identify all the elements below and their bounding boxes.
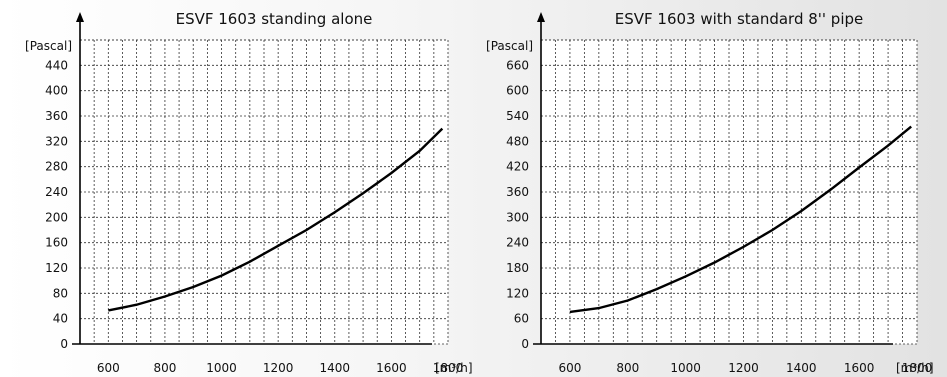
y-axis-label: [Pascal] (486, 39, 533, 53)
x-tick-label: 1600 (376, 361, 407, 375)
y-tick-label: 360 (506, 185, 529, 199)
pressure-curve-series-0 (569, 125, 912, 314)
y-tick-label: 60 (514, 312, 529, 326)
x-tick-label: 600 (558, 361, 581, 375)
x-tick-label: 800 (153, 361, 176, 375)
y-tick-label: 120 (45, 261, 68, 275)
pressure-curve-series-0 (108, 127, 444, 312)
x-tick-label: 600 (97, 361, 120, 375)
x-tick-label: 1800 (433, 361, 464, 375)
y-tick-label: 400 (45, 84, 68, 98)
y-axis-label: [Pascal] (25, 39, 72, 53)
y-tick-label: 660 (506, 58, 529, 72)
y-tick-label: 40 (53, 312, 68, 326)
x-tick-label: 1200 (728, 361, 759, 375)
x-tick-label: 1800 (902, 361, 933, 375)
y-tick-label: 160 (45, 236, 68, 250)
y-tick-label: 120 (506, 286, 529, 300)
x-tick-label: 1200 (263, 361, 294, 375)
y-tick-label: 360 (45, 109, 68, 123)
x-axis-unit-label: [m³/h] (896, 361, 934, 375)
y-tick-label: 200 (45, 210, 68, 224)
chart-title: ESVF 1603 with standard 8'' pipe (615, 10, 864, 28)
y-tick-label: 420 (506, 160, 529, 174)
chart-title: ESVF 1603 standing alone (176, 10, 373, 28)
x-axis-unit-label: [m³/h] (435, 361, 473, 375)
x-tick-label: 1000 (206, 361, 237, 375)
x-tick-label: 1600 (844, 361, 875, 375)
x-tick-label: 1400 (319, 361, 350, 375)
y-tick-label: 480 (506, 134, 529, 148)
y-tick-label: 300 (506, 210, 529, 224)
y-tick-label: 180 (506, 261, 529, 275)
y-tick-label: 80 (53, 286, 68, 300)
x-tick-label: 1000 (670, 361, 701, 375)
y-tick-label: 540 (506, 109, 529, 123)
y-tick-label: 0 (60, 337, 68, 351)
y-axis-arrow (76, 12, 84, 22)
x-tick-label: 1400 (786, 361, 817, 375)
y-tick-label: 600 (506, 84, 529, 98)
y-tick-label: 320 (45, 134, 68, 148)
y-tick-label: 440 (45, 58, 68, 72)
x-tick-label: 800 (616, 361, 639, 375)
y-tick-label: 240 (506, 236, 529, 250)
y-tick-label: 0 (521, 337, 529, 351)
y-tick-label: 240 (45, 185, 68, 199)
y-axis-arrow (537, 12, 545, 22)
y-tick-label: 280 (45, 160, 68, 174)
